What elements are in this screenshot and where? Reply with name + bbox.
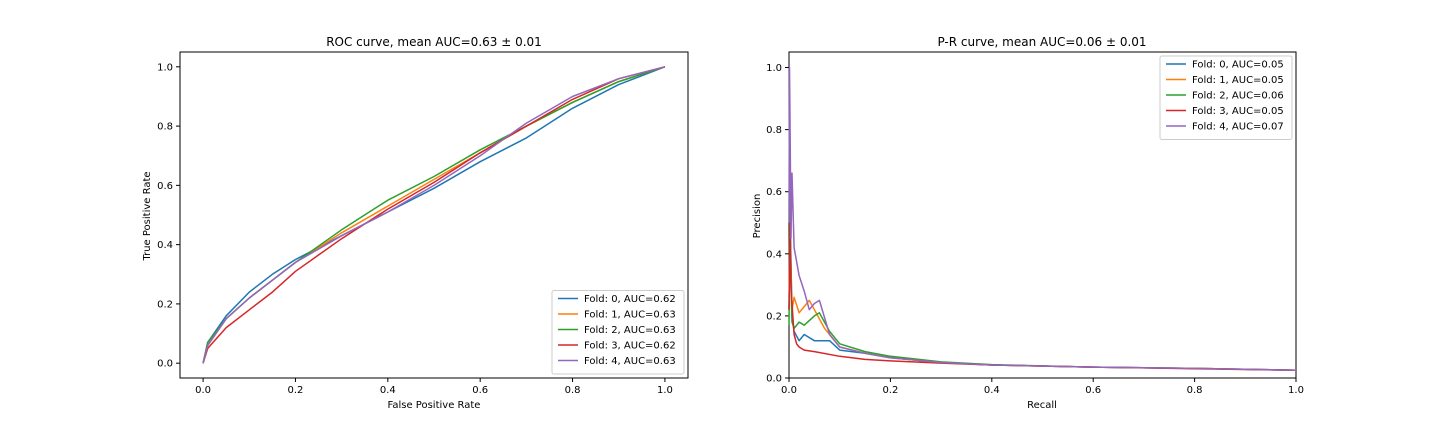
pr-y-tick-label: 0.8 [766, 125, 782, 136]
roc-y-tick-label: 0.2 [157, 299, 173, 310]
roc-legend-entry: Fold: 2, AUC=0.63 [584, 325, 676, 336]
roc-chart-title: ROC curve, mean AUC=0.63 ± 0.01 [326, 35, 542, 49]
roc-series-line-fold-4 [202, 66, 666, 364]
roc-x-tick-label: 0.8 [565, 385, 581, 396]
roc-x-tick-label: 0.6 [472, 385, 488, 396]
roc-legend-entry: Fold: 3, AUC=0.62 [584, 341, 676, 352]
roc-x-tick-label: 0.4 [380, 385, 396, 396]
pr-x-tick-label: 0.0 [781, 385, 797, 396]
roc-x-tick-label: 0.2 [288, 385, 304, 396]
roc-legend-entry: Fold: 4, AUC=0.63 [584, 356, 676, 367]
pr-chart-title: P-R curve, mean AUC=0.06 ± 0.01 [937, 35, 1146, 49]
pr-x-tick-label: 0.8 [1187, 385, 1203, 396]
pr-x-tick-label: 0.2 [882, 385, 898, 396]
pr-series-line-fold-3 [788, 222, 1297, 371]
pr-legend-box [1159, 55, 1293, 140]
roc-x-tick-label: 1.0 [657, 385, 673, 396]
pr-y-tick-label: 0.4 [766, 249, 782, 260]
pr-x-ticks: 0.0 0.2 0.4 0.6 0.8 1.0 [781, 378, 1304, 396]
roc-x-ticks: 0.0 0.2 0.4 0.6 0.8 1.0 [195, 378, 673, 396]
roc-legend: Fold: 0, AUC=0.62 Fold: 1, AUC=0.63 Fold: … [551, 290, 685, 375]
roc-y-axis-label: True Positive Rate [142, 171, 153, 261]
roc-y-tick-label: 1.0 [157, 62, 173, 73]
pr-x-tick-label: 0.4 [984, 385, 1000, 396]
pr-y-tick-label: 0.0 [766, 374, 782, 385]
pr-x-tick-label: 1.0 [1288, 385, 1304, 396]
pr-y-axis-label: Precision [752, 194, 763, 239]
pr-legend-entry: Fold: 0, AUC=0.05 [1192, 60, 1284, 71]
pr-series-line-fold-0 [788, 237, 1297, 371]
pr-y-tick-label: 0.6 [766, 187, 782, 198]
pr-x-tick-label: 0.6 [1085, 385, 1101, 396]
pr-chart: P-R curve, mean AUC=0.06 ± 0.01 Recall P… [752, 35, 1304, 411]
pr-y-tick-label: 0.2 [766, 311, 782, 322]
roc-chart: ROC curve, mean AUC=0.63 ± 0.01 False Po… [142, 35, 689, 411]
pr-legend-entry: Fold: 1, AUC=0.05 [1192, 75, 1284, 86]
pr-series-line-fold-4 [788, 66, 1297, 371]
roc-plot-area [179, 51, 689, 379]
pr-legend-entry: Fold: 3, AUC=0.05 [1192, 106, 1284, 117]
pr-x-axis-label: Recall [1027, 400, 1057, 411]
roc-y-tick-label: 0.0 [157, 359, 173, 370]
pr-y-tick-label: 1.0 [766, 63, 782, 74]
roc-legend-entry: Fold: 1, AUC=0.63 [584, 310, 676, 321]
roc-y-tick-label: 0.4 [157, 240, 173, 251]
pr-lines [788, 66, 1297, 371]
pr-legend-entry: Fold: 4, AUC=0.07 [1192, 122, 1284, 133]
roc-legend-entry: Fold: 0, AUC=0.62 [584, 294, 676, 305]
roc-lines [202, 66, 666, 364]
roc-y-tick-label: 0.8 [157, 122, 173, 133]
pr-series-line-fold-2 [788, 190, 1297, 371]
roc-legend-box [551, 290, 685, 375]
pr-legend: Fold: 0, AUC=0.05 Fold: 1, AUC=0.05 Fold: … [1159, 55, 1293, 140]
roc-x-axis-label: False Positive Rate [388, 400, 481, 411]
roc-y-tick-label: 0.6 [157, 181, 173, 192]
roc-y-ticks: 0.0 0.2 0.4 0.6 0.8 1.0 [157, 62, 180, 370]
pr-y-ticks: 0.0 0.2 0.4 0.6 0.8 1.0 [766, 63, 789, 385]
roc-x-tick-label: 0.0 [195, 385, 211, 396]
pr-legend-entry: Fold: 2, AUC=0.06 [1192, 91, 1284, 102]
